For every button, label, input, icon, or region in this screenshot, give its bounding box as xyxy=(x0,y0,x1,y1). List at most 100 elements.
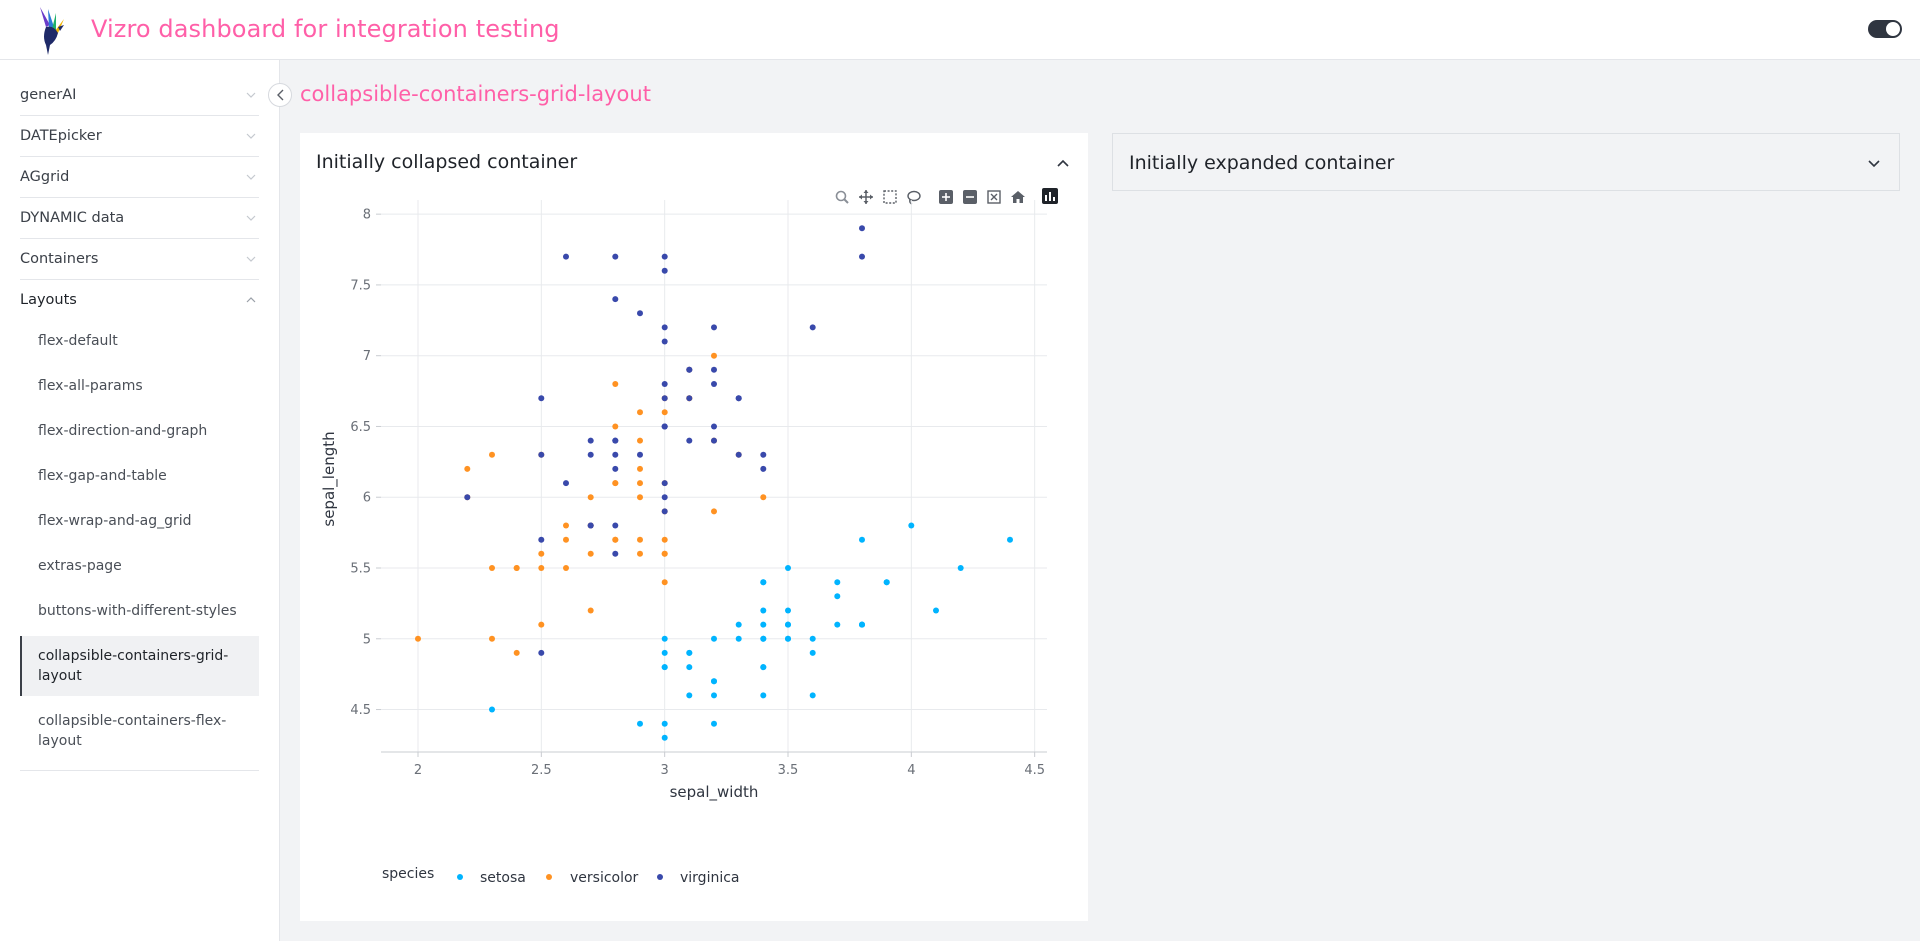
data-point[interactable] xyxy=(883,579,890,586)
data-point[interactable] xyxy=(612,381,619,387)
data-point[interactable] xyxy=(538,395,545,402)
data-point[interactable] xyxy=(711,324,717,331)
scatter-plot[interactable]: 2 2.5 3 3.5 4 4.5 4.5 5 5.5 6 6.5 7 7.5 8 sepal_width… xyxy=(300,133,1088,921)
data-point[interactable] xyxy=(661,536,668,543)
nav-link-flex-all-params[interactable]: flex-all-params xyxy=(38,378,143,394)
data-point[interactable] xyxy=(637,437,643,444)
legend-item-setosa[interactable]: setosa xyxy=(457,870,526,886)
data-point[interactable] xyxy=(661,409,668,416)
data-point[interactable] xyxy=(661,664,668,671)
data-point[interactable] xyxy=(760,692,767,699)
data-point[interactable] xyxy=(834,579,841,586)
data-point[interactable] xyxy=(661,508,668,515)
autoscale-icon[interactable] xyxy=(987,190,1001,204)
data-point[interactable] xyxy=(587,451,594,458)
data-point[interactable] xyxy=(661,395,668,402)
sidebar-item-datepicker[interactable]: DATEpicker xyxy=(20,116,259,157)
data-point[interactable] xyxy=(1007,536,1013,543)
zoom-in-icon[interactable] xyxy=(939,190,953,204)
nav-link-collapsible-containers-grid-layout[interactable]: collapsible-containers-grid-layout xyxy=(20,636,259,696)
data-point[interactable] xyxy=(933,607,939,614)
data-point[interactable] xyxy=(661,494,668,501)
nav-link-flex-direction-and-graph[interactable]: flex-direction-and-graph xyxy=(38,423,208,439)
legend-item-versicolor[interactable]: versicolor xyxy=(546,870,639,886)
data-point[interactable] xyxy=(587,437,594,444)
data-point[interactable] xyxy=(563,565,569,571)
sidebar-item-layouts[interactable]: Layouts xyxy=(20,280,259,321)
data-point[interactable] xyxy=(686,437,693,444)
data-point[interactable] xyxy=(513,649,520,656)
data-point[interactable] xyxy=(587,607,594,614)
chevron-up-icon[interactable] xyxy=(1056,157,1070,171)
data-point[interactable] xyxy=(661,381,668,387)
data-point[interactable] xyxy=(661,267,668,274)
data-point[interactable] xyxy=(661,550,668,557)
data-point[interactable] xyxy=(637,451,643,458)
data-point[interactable] xyxy=(760,635,767,642)
data-point[interactable] xyxy=(637,536,643,543)
data-point[interactable] xyxy=(686,395,693,402)
data-point[interactable] xyxy=(859,536,865,543)
data-point[interactable] xyxy=(760,664,767,671)
data-point[interactable] xyxy=(464,465,471,472)
data-point[interactable] xyxy=(661,338,668,345)
data-point[interactable] xyxy=(735,621,742,628)
data-point[interactable] xyxy=(661,480,668,487)
data-point[interactable] xyxy=(661,649,668,656)
data-point[interactable] xyxy=(711,352,717,359)
data-point[interactable] xyxy=(612,423,619,430)
data-point[interactable] xyxy=(637,465,643,472)
data-point[interactable] xyxy=(489,635,495,642)
data-point[interactable] xyxy=(735,635,742,642)
nav-link-extras-page[interactable]: extras-page xyxy=(38,558,122,574)
data-point[interactable] xyxy=(859,225,865,232)
data-point[interactable] xyxy=(711,366,717,373)
data-point[interactable] xyxy=(834,593,841,600)
data-point[interactable] xyxy=(563,253,569,260)
data-point[interactable] xyxy=(809,692,816,699)
data-point[interactable] xyxy=(612,550,619,557)
data-point[interactable] xyxy=(957,565,964,571)
data-point[interactable] xyxy=(735,451,742,458)
data-point[interactable] xyxy=(711,720,717,727)
data-point[interactable] xyxy=(637,550,643,557)
data-point[interactable] xyxy=(711,678,717,685)
nav-link-flex-gap-and-table[interactable]: flex-gap-and-table xyxy=(38,468,167,484)
data-point[interactable] xyxy=(661,253,668,260)
data-point[interactable] xyxy=(513,565,520,571)
data-point[interactable] xyxy=(760,621,767,628)
data-point[interactable] xyxy=(489,565,495,571)
sidebar-item-containers[interactable]: Containers xyxy=(20,239,259,280)
data-point[interactable] xyxy=(415,635,421,642)
data-point[interactable] xyxy=(661,720,668,727)
data-point[interactable] xyxy=(587,550,594,557)
data-point[interactable] xyxy=(661,579,668,586)
data-point[interactable] xyxy=(760,579,767,586)
data-point[interactable] xyxy=(760,494,767,501)
data-point[interactable] xyxy=(489,706,495,713)
data-point[interactable] xyxy=(637,310,643,317)
data-point[interactable] xyxy=(809,635,816,642)
zoom-icon[interactable] xyxy=(835,190,849,204)
data-point[interactable] xyxy=(612,522,619,529)
data-point[interactable] xyxy=(612,296,619,303)
data-point[interactable] xyxy=(637,720,643,727)
data-point[interactable] xyxy=(538,621,545,628)
lasso-select-icon[interactable] xyxy=(907,190,921,205)
data-point[interactable] xyxy=(563,536,569,543)
data-point[interactable] xyxy=(686,664,693,671)
legend-item-virginica[interactable]: virginica xyxy=(657,870,740,886)
data-point[interactable] xyxy=(612,437,619,444)
reset-axes-icon[interactable] xyxy=(1011,191,1025,203)
data-point[interactable] xyxy=(686,692,693,699)
data-point[interactable] xyxy=(809,324,816,331)
data-point[interactable] xyxy=(735,395,742,402)
data-point[interactable] xyxy=(661,324,668,331)
data-point[interactable] xyxy=(859,621,865,628)
data-point[interactable] xyxy=(785,607,791,614)
data-point[interactable] xyxy=(859,253,865,260)
data-point[interactable] xyxy=(661,635,668,642)
data-point[interactable] xyxy=(563,522,569,529)
data-point[interactable] xyxy=(809,649,816,656)
nav-link-flex-wrap-and-ag-grid[interactable]: flex-wrap-and-ag_grid xyxy=(38,513,192,529)
